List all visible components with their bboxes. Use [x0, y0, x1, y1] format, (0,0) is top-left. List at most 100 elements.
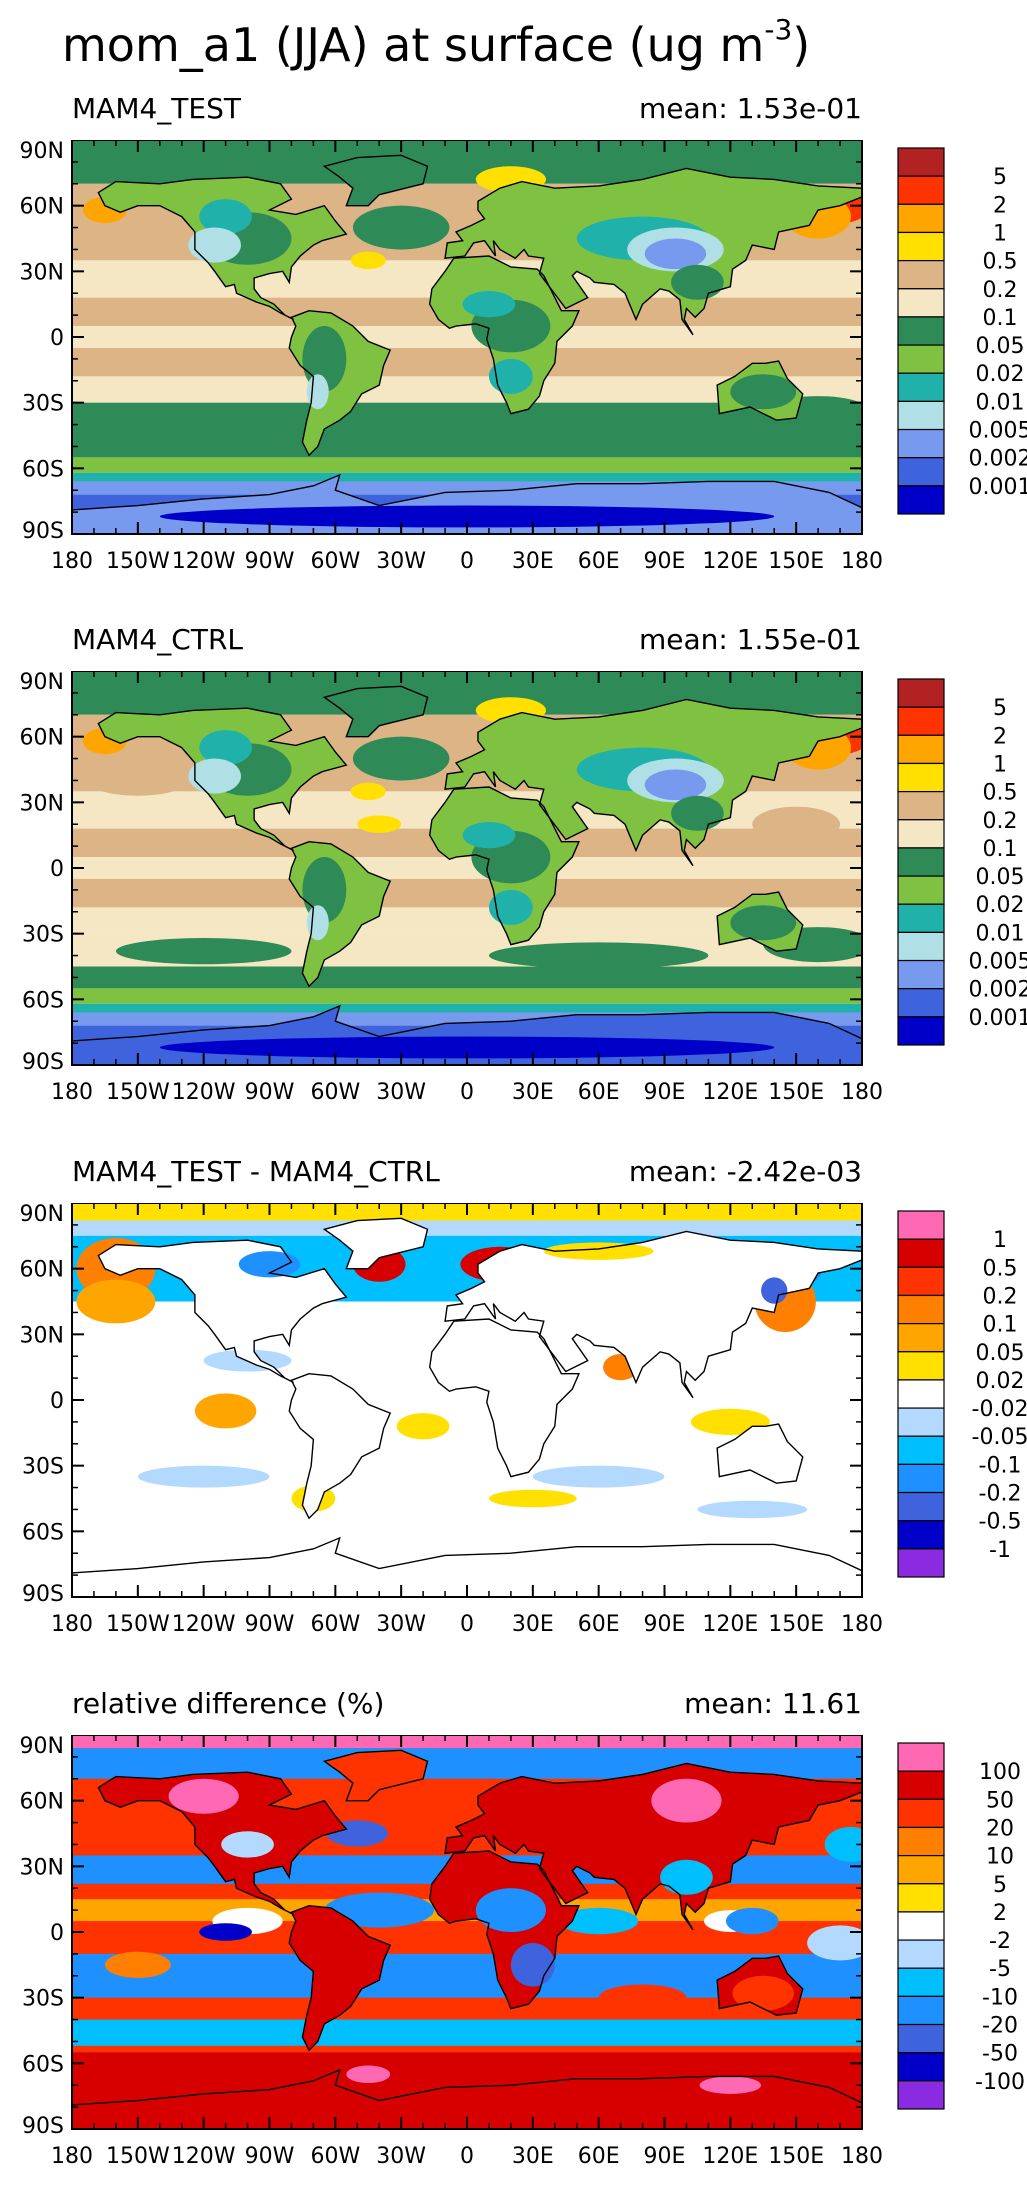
legend-label: 0.1 — [983, 1313, 1018, 1338]
legend-label: -0.5 — [979, 1510, 1022, 1535]
legend-swatch — [897, 288, 945, 318]
legend-label: 0.001 — [969, 1006, 1027, 1031]
legend-swatch — [897, 2080, 945, 2110]
lon-tick-label: 30W — [376, 1612, 426, 1637]
coastline-eurasia — [444, 1762, 863, 1931]
lat-tick-label: 0 — [50, 1389, 64, 1414]
legend-swatch — [897, 1883, 945, 1913]
legend-swatch — [897, 1911, 945, 1941]
panel-2-map: 90N 60N 30N 0 30S 60S 90S 180 150W 120W 90W 60W 30W 0… — [20, 671, 1027, 1105]
lon-tick-label: 120E — [702, 549, 758, 574]
coastline-north-america — [97, 176, 348, 321]
coastline-south-america — [288, 841, 392, 988]
legend-label: 1 — [993, 221, 1007, 246]
legend-label: 0.2 — [983, 278, 1018, 303]
lon-tick-label: 150W — [106, 1612, 170, 1637]
lon-tick-label: 30W — [376, 549, 426, 574]
legend-label: -100 — [975, 2070, 1025, 2095]
lon-tick-label: 180 — [841, 549, 883, 574]
legend-swatch — [897, 706, 945, 736]
panel-3-map: 90N 60N 30N 0 30S 60S 90S 180 150W 120W 90W 60W 30W 0… — [20, 1203, 1027, 1637]
lon-tick-label: 150E — [768, 1612, 824, 1637]
legend-swatch — [897, 457, 945, 487]
legend-swatch — [897, 1995, 945, 2026]
figure-title: mom_a1 (JJA) at surface (ug m-3) — [62, 0, 982, 72]
coastline-africa — [428, 255, 580, 415]
legend-label: 0.1 — [983, 837, 1018, 862]
coastline-greenland — [322, 1217, 429, 1270]
coastline-greenland — [322, 154, 429, 207]
coastline-north-america — [97, 1239, 348, 1384]
lon-tick-label: 30E — [512, 2144, 554, 2169]
legend-label: 0.2 — [983, 809, 1018, 834]
panel-3-legend: 1 0.5 0.2 0.1 0.05 0.02 -0.02 -0.05 -0.1 -0.2 -0.5… — [897, 1210, 1027, 1578]
lon-tick-label: 30W — [376, 1080, 426, 1105]
lat-tick-label: 30S — [22, 392, 64, 417]
legend-swatch — [897, 1379, 945, 1409]
legend-swatch — [897, 1407, 945, 1437]
legend-label: 0.002 — [969, 978, 1027, 1003]
panel-3-field — [72, 1203, 862, 1597]
lat-tick-label: 90S — [22, 519, 64, 544]
legend-swatch — [897, 2023, 945, 2054]
legend-label: -0.2 — [979, 1482, 1022, 1507]
legend-label: -10 — [982, 1985, 1018, 2010]
legend-label: 0.002 — [969, 447, 1027, 472]
lon-tick-label: 90E — [644, 1612, 686, 1637]
coastline-africa — [428, 1850, 580, 2010]
lat-tick-label: 90N — [20, 1203, 64, 1227]
lon-tick-label: 90E — [644, 1080, 686, 1105]
legend-label: -0.1 — [979, 1453, 1022, 1478]
lat-tick-label: 30N — [20, 1323, 64, 1348]
legend-swatch — [897, 819, 945, 849]
panel-4-field — [72, 1735, 862, 2129]
lat-tick-label: 90N — [20, 671, 64, 695]
lat-tick-label: 30N — [20, 260, 64, 285]
lat-tick-label: 60N — [20, 1258, 64, 1283]
lat-tick-label: 60S — [22, 988, 64, 1013]
legend-label: 0.005 — [969, 950, 1027, 975]
legend-swatch — [897, 931, 945, 962]
legend-label: 0.01 — [976, 390, 1025, 415]
lat-tick-label: 30N — [20, 1855, 64, 1880]
lon-tick-label: 180 — [51, 1080, 93, 1105]
title-exponent: -3 — [764, 13, 793, 46]
lon-tick-label: 180 — [841, 2144, 883, 2169]
legend-label: 0.001 — [969, 475, 1027, 500]
lon-tick-label: 60W — [310, 2144, 360, 2169]
legend-swatch — [897, 1770, 945, 1800]
panel-4-label: relative difference (%) — [72, 1687, 385, 1720]
lon-tick-label: 60E — [578, 1080, 620, 1105]
legend-swatch — [897, 875, 945, 905]
coastline-africa — [428, 1318, 580, 1478]
lon-tick-label: 150E — [768, 549, 824, 574]
panel-1-label: MAM4_TEST — [72, 92, 241, 125]
legend-label: 0.05 — [976, 865, 1025, 890]
legend-swatch — [897, 1491, 945, 1522]
lon-tick-label: 90W — [245, 549, 295, 574]
legend-label: 0.5 — [983, 1256, 1018, 1281]
coastline-eurasia — [444, 167, 863, 336]
legend-swatch — [897, 231, 945, 262]
legend-label: 2 — [993, 193, 1007, 218]
lat-tick-label: 90N — [20, 1735, 64, 1759]
panel-2-legend: 5 2 1 0.5 0.2 0.1 0.05 0.02 0.01 0.005 0.002 0.001 — [897, 678, 1027, 1046]
legend-swatch — [897, 1238, 945, 1268]
legend-swatch — [897, 1435, 945, 1465]
lat-tick-label: 60S — [22, 1520, 64, 1545]
legend-label: 0.1 — [983, 306, 1018, 331]
legend-swatch — [897, 1351, 945, 1381]
legend-label: 2 — [993, 1901, 1007, 1926]
legend-swatch — [897, 260, 945, 290]
lon-tick-label: 60W — [310, 1080, 360, 1105]
legend-swatch — [897, 734, 945, 765]
legend-swatch — [897, 2052, 945, 2082]
lon-tick-label: 180 — [51, 1612, 93, 1637]
lon-tick-label: 30E — [512, 549, 554, 574]
lat-tick-label: 0 — [50, 1921, 64, 1946]
legend-label: -20 — [982, 2014, 1018, 2039]
legend-label: -2 — [989, 1929, 1011, 1954]
panel-1-mean: mean: 1.53e-01 — [638, 92, 862, 125]
panel-1-map: 90N 60N 30N 0 30S 60S 90S 180 150W 120W 90W 60W 30W 0… — [20, 140, 1027, 574]
coastline-australia — [716, 1955, 804, 2016]
